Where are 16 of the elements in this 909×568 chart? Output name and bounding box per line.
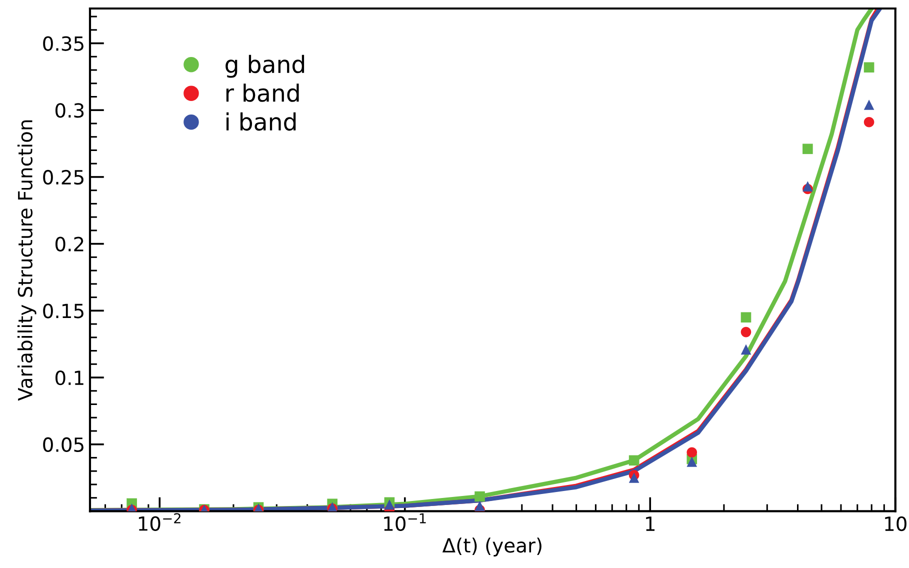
y-tick-label: 0.25 (43, 170, 84, 185)
x-tick-label: 1 (646, 516, 655, 531)
legend-label: g band (226, 54, 304, 78)
x-tick-label: 10$^{−1}$ (384, 513, 426, 531)
y-tick-label: 0.1 (55, 370, 84, 386)
x-axis-title: Δ(t) (year) (442, 538, 542, 556)
x-tick-label: 10$^{−2}$ (138, 513, 180, 531)
x-tick-label: 10 (885, 516, 906, 532)
y-tick-label: 0.15 (43, 304, 84, 318)
y-tick-label: 0.3 (55, 103, 84, 118)
legend-label: i band (226, 112, 296, 131)
y-tick-label: 0.35 (43, 36, 84, 51)
legend-label: r band (226, 84, 299, 102)
y-tick-label: 0.2 (55, 236, 84, 252)
y-axis-title: Variability Structure Function (17, 120, 36, 401)
y-tick-label: 0.05 (43, 437, 84, 452)
